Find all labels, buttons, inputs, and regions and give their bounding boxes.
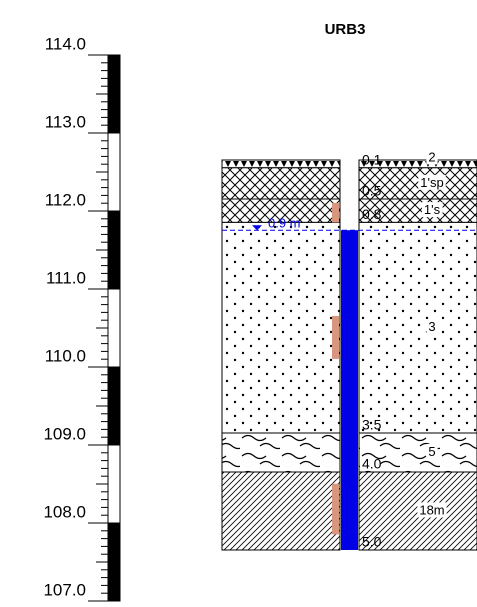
casing (341, 230, 358, 550)
scale-bar (107, 522, 121, 602)
label-bg (418, 174, 446, 190)
scale-bar (107, 444, 121, 524)
scale-label: 108.0 (43, 502, 86, 521)
scale-label: 107.0 (43, 580, 86, 599)
depth-label: 5.0 (362, 534, 382, 550)
layer-label: 5 (428, 444, 435, 459)
water-label: 0.9 m (268, 216, 301, 231)
layer (221, 471, 341, 551)
scale-bar (107, 288, 121, 368)
sample (332, 483, 339, 535)
layer-label: 3 (428, 319, 435, 334)
sample (332, 202, 339, 223)
scale-label: 109.0 (43, 424, 86, 443)
layer-label: 18m (419, 502, 444, 517)
scale-label: 113.0 (45, 112, 86, 131)
layer (358, 167, 477, 200)
scale-bar (107, 366, 121, 446)
depth-label: 3.5 (362, 417, 382, 433)
scale-label: 110.0 (45, 346, 86, 365)
layer (221, 221, 341, 434)
scale-bar (107, 210, 121, 290)
scale-label: 112.0 (45, 190, 86, 209)
layer (221, 167, 341, 200)
scale-bar (107, 54, 121, 134)
layer-label: 1'sp (420, 175, 443, 190)
layer (358, 221, 477, 434)
depth-label: 0.1 (362, 152, 382, 168)
label-bg (426, 149, 438, 165)
label-bg (426, 319, 438, 335)
layer (221, 159, 341, 169)
layer-label: 2 (428, 149, 435, 164)
title: URB3 (325, 21, 366, 38)
label-bg (421, 202, 443, 218)
scale-label: 114.0 (45, 34, 86, 53)
sample (332, 316, 339, 359)
depth-label: 4.0 (362, 456, 382, 472)
depth-label: 0.8 (362, 206, 382, 222)
layer (358, 432, 477, 473)
depth-label: 0.5 (362, 183, 382, 199)
scale-label: 111.0 (46, 268, 86, 287)
label-bg (426, 443, 438, 459)
label-bg (417, 502, 447, 518)
layer-label: 1's (424, 202, 441, 217)
water-marker (252, 225, 262, 231)
layer (221, 432, 341, 473)
scale-bar (107, 132, 121, 212)
